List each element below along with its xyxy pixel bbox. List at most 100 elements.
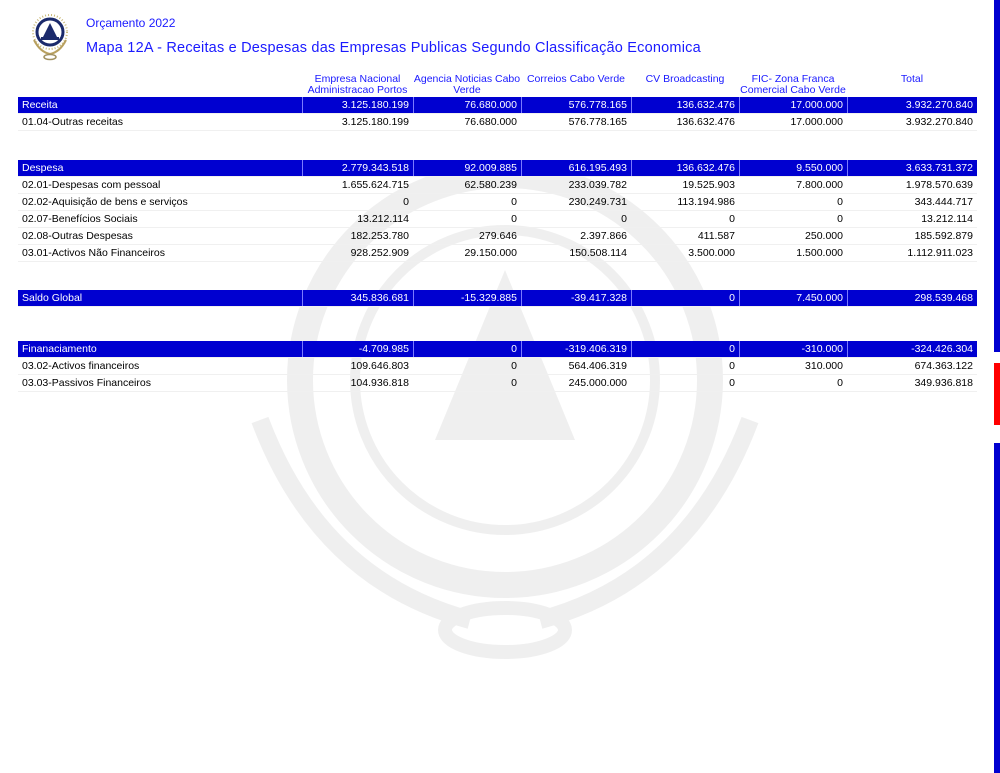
section-total-row: Saldo Global 345.836.681 -15.329.885 -39.41… bbox=[18, 290, 977, 307]
cell-value: 233.039.782 bbox=[568, 179, 627, 191]
cell-value: -39.417.328 bbox=[521, 290, 631, 306]
cell-value: 0 bbox=[729, 377, 735, 389]
column-header: Total bbox=[900, 73, 924, 85]
cell-value: 0 bbox=[729, 213, 735, 225]
cell-value: 0 bbox=[511, 213, 517, 225]
row-label: 02.08-Outras Despesas bbox=[22, 230, 133, 242]
cell-value: 0 bbox=[403, 196, 409, 208]
cell-value: 349.936.818 bbox=[914, 377, 973, 389]
side-bar-red bbox=[994, 363, 1000, 425]
table-row: 02.02-Aquisição de bens e serviços 0 0 230.… bbox=[18, 194, 977, 211]
cell-value: 62.580.239 bbox=[464, 179, 517, 191]
column-headers: Empresa Nacional Administracao Portos Ag… bbox=[18, 74, 977, 97]
cell-value: 109.646.803 bbox=[350, 360, 409, 372]
cell-value: 298.539.468 bbox=[847, 290, 977, 306]
cell-value: 0 bbox=[621, 213, 627, 225]
cell-value: -319.406.319 bbox=[521, 341, 631, 357]
row-label: 03.03-Passivos Financeiros bbox=[22, 377, 151, 389]
cell-value: 1.978.570.639 bbox=[905, 179, 973, 191]
cell-value: 76.680.000 bbox=[464, 116, 517, 128]
cell-value: 92.009.885 bbox=[413, 160, 521, 176]
cell-value: 345.836.681 bbox=[302, 290, 413, 306]
side-bar-blue-top bbox=[994, 0, 1000, 352]
cell-value: 3.932.270.840 bbox=[847, 97, 977, 113]
cell-value: 13.212.114 bbox=[357, 213, 409, 225]
row-label: 03.02-Activos financeiros bbox=[22, 360, 140, 372]
cell-value: 1.112.911.023 bbox=[907, 247, 973, 259]
row-label: Receita bbox=[22, 99, 58, 111]
coat-of-arms-logo bbox=[32, 14, 68, 61]
cell-value: -15.329.885 bbox=[413, 290, 521, 306]
column-header: Correios Cabo Verde bbox=[526, 73, 626, 85]
cell-value: 3.932.270.840 bbox=[905, 116, 973, 128]
cell-value: 0 bbox=[413, 341, 521, 357]
row-label: 03.01-Activos Não Financeiros bbox=[22, 247, 165, 259]
cell-value: 113.194.986 bbox=[677, 196, 735, 208]
cell-value: 136.632.476 bbox=[631, 160, 739, 176]
row-label: 02.07-Benefícios Sociais bbox=[22, 213, 138, 225]
cell-value: 2.779.343.518 bbox=[302, 160, 413, 176]
column-header: Empresa Nacional Administracao Portos bbox=[307, 73, 408, 96]
cell-value: 29.150.000 bbox=[464, 247, 517, 259]
cell-value: 17.000.000 bbox=[790, 116, 843, 128]
report-title: Mapa 12A - Receitas e Despesas das Empre… bbox=[86, 40, 701, 56]
cell-value: 0 bbox=[837, 196, 843, 208]
cell-value: 0 bbox=[511, 196, 517, 208]
cell-value: 9.550.000 bbox=[739, 160, 847, 176]
cell-value: 564.406.319 bbox=[568, 360, 627, 372]
cell-value: 136.632.476 bbox=[631, 97, 739, 113]
cell-value: 310.000 bbox=[805, 360, 843, 372]
cell-value: -324.426.304 bbox=[847, 341, 977, 357]
cell-value: 3.633.731.372 bbox=[847, 160, 977, 176]
cell-value: 411.587 bbox=[697, 230, 735, 242]
cell-value: 0 bbox=[837, 213, 843, 225]
cell-value: 7.450.000 bbox=[739, 290, 847, 306]
cell-value: 616.195.493 bbox=[521, 160, 631, 176]
cell-value: 250.000 bbox=[805, 230, 843, 242]
row-label: Despesa bbox=[22, 162, 64, 174]
column-header: CV Broadcasting bbox=[645, 73, 725, 85]
cell-value: 576.778.165 bbox=[568, 116, 627, 128]
section-saldo-global: Saldo Global 345.836.681 -15.329.885 -39.41… bbox=[18, 290, 977, 307]
row-label: 02.02-Aquisição de bens e serviços bbox=[22, 196, 188, 208]
cell-value: 104.936.818 bbox=[350, 377, 409, 389]
cell-value: 76.680.000 bbox=[413, 97, 521, 113]
cell-value: -310.000 bbox=[739, 341, 847, 357]
cell-value: 576.778.165 bbox=[521, 97, 631, 113]
column-header: FIC- Zona Franca Comercial Cabo Verde bbox=[740, 73, 846, 96]
table-row: 01.04-Outras receitas 3.125.180.199 76.680… bbox=[18, 114, 977, 131]
cell-value: 2.397.866 bbox=[580, 230, 627, 242]
section-receita: Receita 3.125.180.199 76.680.000 576.778.16… bbox=[18, 97, 977, 131]
section-financiamento: Finanaciamento -4.709.985 0 -319.406.319 0 -3… bbox=[18, 341, 977, 392]
cell-value: 0 bbox=[511, 360, 517, 372]
cell-value: -4.709.985 bbox=[302, 341, 413, 357]
section-total-row: Despesa 2.779.343.518 92.009.885 616.195.49… bbox=[18, 160, 977, 177]
row-label: 02.01-Despesas com pessoal bbox=[22, 179, 161, 191]
cell-value: 17.000.000 bbox=[739, 97, 847, 113]
cell-value: 0 bbox=[511, 377, 517, 389]
cell-value: 674.363.122 bbox=[914, 360, 973, 372]
section-despesa: Despesa 2.779.343.518 92.009.885 616.195.49… bbox=[18, 160, 977, 262]
cell-value: 230.249.731 bbox=[568, 196, 627, 208]
cell-value: 19.525.903 bbox=[682, 179, 735, 191]
cell-value: 150.508.114 bbox=[569, 247, 627, 259]
side-bar-blue-bottom bbox=[994, 443, 1000, 773]
cell-value: 13.212.114 bbox=[921, 213, 973, 225]
table-row: 03.01-Activos Não Financeiros 928.252.909… bbox=[18, 245, 977, 262]
cell-value: 0 bbox=[729, 360, 735, 372]
cell-value: 3.125.180.199 bbox=[341, 116, 409, 128]
table-row: 03.03-Passivos Financeiros 104.936.818 0 24… bbox=[18, 375, 977, 392]
cell-value: 279.646 bbox=[479, 230, 517, 242]
cell-value: 0 bbox=[631, 290, 739, 306]
cell-value: 7.800.000 bbox=[796, 179, 843, 191]
row-label: Saldo Global bbox=[22, 292, 83, 304]
table-row: 02.01-Despesas com pessoal 1.655.624.715 6… bbox=[18, 177, 977, 194]
cell-value: 343.444.717 bbox=[914, 196, 973, 208]
cell-value: 0 bbox=[631, 341, 739, 357]
report-subtitle: Orçamento 2022 bbox=[86, 16, 176, 30]
table-row: 03.02-Activos financeiros 109.646.803 0 564… bbox=[18, 358, 977, 375]
section-total-row: Finanaciamento -4.709.985 0 -319.406.319 0 -3… bbox=[18, 341, 977, 358]
cell-value: 1.500.000 bbox=[796, 247, 843, 259]
column-header: Agencia Noticias Cabo Verde bbox=[413, 73, 521, 96]
cell-value: 0 bbox=[837, 377, 843, 389]
